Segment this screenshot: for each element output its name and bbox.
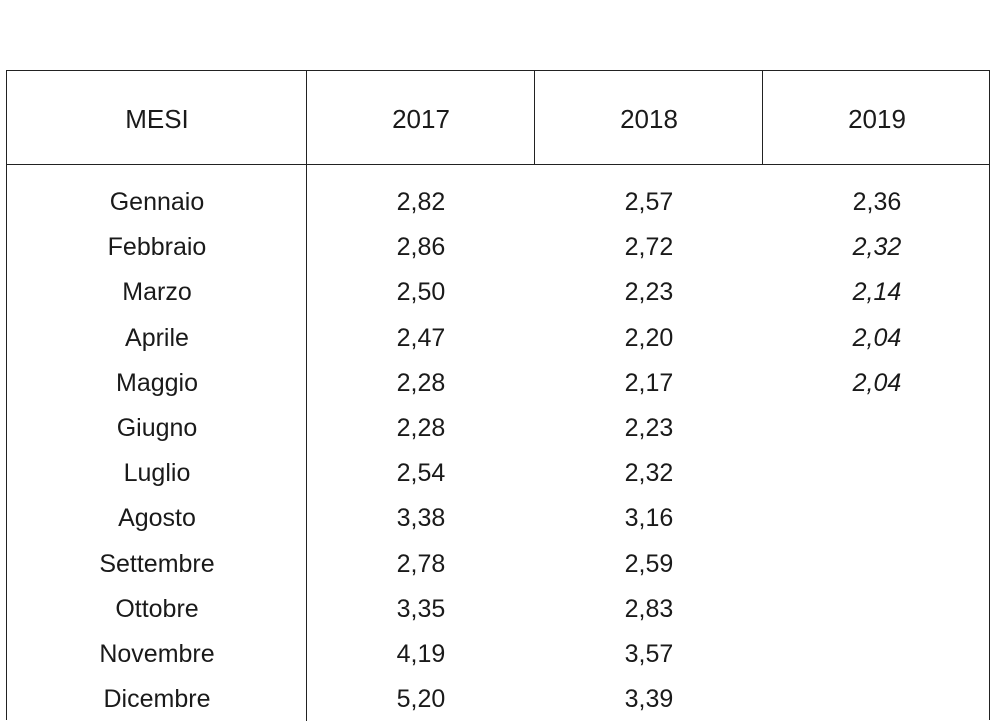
value-2017-cell: 2,86 [396, 233, 446, 262]
table-row: Ottobre 3,35 2,83 [7, 589, 989, 634]
value-2018-cell: 2,23 [624, 278, 674, 307]
value-2017-cell: 2,50 [396, 278, 446, 307]
table-row: Maggio 2,28 2,17 2,04 [7, 363, 989, 408]
value-2019-cell [763, 679, 991, 724]
month-cell: Maggio [116, 368, 198, 397]
month-cell: Dicembre [103, 685, 211, 714]
faint-header-text [430, 0, 570, 8]
table-row: Dicembre 5,20 3,39 [7, 679, 989, 724]
month-cell: Febbraio [107, 233, 207, 262]
value-2019-cell [763, 408, 991, 453]
month-cell: Marzo [122, 278, 192, 307]
value-2018-cell: 2,57 [624, 188, 674, 216]
value-2018-cell: 2,72 [624, 233, 674, 262]
table-row: Marzo 2,50 2,23 2,14 [7, 272, 989, 317]
value-2018-cell: 2,20 [624, 323, 674, 352]
value-2019-cell [763, 453, 991, 498]
value-2017-cell: 2,28 [396, 413, 446, 442]
value-2018-cell: 3,57 [624, 639, 674, 668]
value-2018-cell: 2,23 [624, 413, 674, 442]
header-2017: 2017 [392, 104, 450, 134]
value-2018-cell: 3,39 [624, 685, 674, 714]
value-2017-cell: 4,19 [396, 639, 446, 668]
value-2017-cell: 3,35 [396, 594, 446, 623]
value-2019-cell [763, 589, 991, 634]
monthly-values-table: MESI 2017 2018 2019 Gennaio 2,82 2,57 2,36 F… [6, 70, 990, 721]
month-cell: Luglio [123, 459, 191, 488]
month-cell: Gennaio [109, 188, 205, 216]
value-2017-cell: 2,54 [396, 459, 446, 488]
value-2018-cell: 2,83 [624, 594, 674, 623]
table-row: Luglio 2,54 2,32 [7, 453, 989, 498]
value-2019-cell: 2,14 [852, 278, 902, 307]
column-divider [534, 71, 535, 165]
value-2019-cell: 2,04 [852, 368, 902, 397]
table-row: Giugno 2,28 2,23 [7, 408, 989, 453]
value-2018-cell: 2,32 [624, 459, 674, 488]
value-2018-cell: 2,17 [624, 368, 674, 397]
table-row: Agosto 3,38 3,16 [7, 498, 989, 543]
value-2019-cell [763, 544, 991, 589]
table-row: Aprile 2,47 2,20 2,04 [7, 318, 989, 363]
month-cell: Aprile [125, 323, 189, 352]
value-2017-cell: 3,38 [396, 504, 446, 533]
month-cell: Ottobre [115, 594, 199, 623]
table-row: Novembre 4,19 3,57 [7, 634, 989, 679]
value-2019-cell: 2,36 [852, 188, 902, 216]
month-cell: Novembre [99, 639, 215, 668]
value-2017-cell: 5,20 [396, 685, 446, 714]
table-header-row: MESI 2017 2018 2019 [7, 71, 989, 165]
value-2019-cell [763, 634, 991, 679]
value-2019-cell: 2,32 [852, 233, 902, 262]
table-row: Settembre 2,78 2,59 [7, 544, 989, 589]
value-2017-cell: 2,47 [396, 323, 446, 352]
value-2017-cell: 2,82 [396, 188, 446, 216]
table-row: Febbraio 2,86 2,72 2,32 [7, 227, 989, 272]
value-2019-cell [763, 498, 991, 543]
table-row: Gennaio 2,82 2,57 2,36 [7, 182, 989, 227]
header-2019: 2019 [848, 104, 906, 134]
value-2017-cell: 2,78 [396, 549, 446, 578]
month-cell: Giugno [116, 413, 198, 442]
table-body: Gennaio 2,82 2,57 2,36 Febbraio 2,86 2,72 2,32 M… [7, 182, 989, 724]
value-2018-cell: 3,16 [624, 504, 674, 533]
value-2017-cell: 2,28 [396, 368, 446, 397]
value-2019-cell: 2,04 [852, 323, 902, 352]
column-divider [762, 71, 763, 165]
month-cell: Agosto [118, 504, 196, 533]
header-2018: 2018 [620, 104, 678, 134]
header-months: MESI [125, 104, 189, 134]
month-cell: Settembre [99, 549, 215, 578]
value-2018-cell: 2,59 [624, 549, 674, 578]
column-divider [306, 71, 307, 721]
